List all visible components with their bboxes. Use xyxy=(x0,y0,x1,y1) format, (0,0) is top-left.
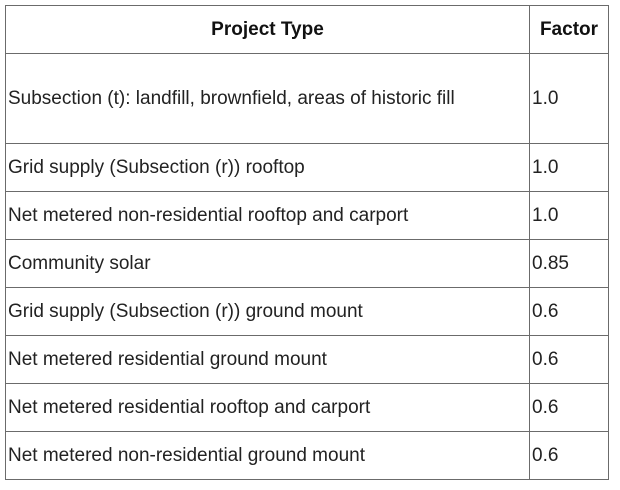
factor-cell: 1.0 xyxy=(529,191,609,240)
table-row: Net metered non-residential ground mount… xyxy=(5,431,609,480)
table-row: Net metered residential rooftop and carp… xyxy=(5,383,609,432)
factor-cell: 0.85 xyxy=(529,239,609,288)
table-header-row: Project Type Factor xyxy=(5,5,609,54)
table-row: Net metered residential ground mount 0.6 xyxy=(5,335,609,384)
project-type-cell: Net metered non-residential rooftop and … xyxy=(5,191,530,240)
project-type-cell: Net metered residential ground mount xyxy=(5,335,530,384)
table-row: Subsection (t): landfill, brownfield, ar… xyxy=(5,53,609,144)
factor-cell: 0.6 xyxy=(529,383,609,432)
factor-cell: 0.6 xyxy=(529,431,609,480)
table-row: Community solar 0.85 xyxy=(5,239,609,288)
project-type-cell: Subsection (t): landfill, brownfield, ar… xyxy=(5,53,530,144)
factor-cell: 1.0 xyxy=(529,143,609,192)
project-type-cell: Grid supply (Subsection (r)) rooftop xyxy=(5,143,530,192)
column-header-factor: Factor xyxy=(529,5,609,54)
project-type-cell: Net metered residential rooftop and carp… xyxy=(5,383,530,432)
factor-cell: 0.6 xyxy=(529,287,609,336)
factor-cell: 1.0 xyxy=(529,53,609,144)
table-row: Net metered non-residential rooftop and … xyxy=(5,191,609,240)
factor-cell: 0.6 xyxy=(529,335,609,384)
project-type-cell: Net metered non-residential ground mount xyxy=(5,431,530,480)
table-row: Grid supply (Subsection (r)) ground moun… xyxy=(5,287,609,336)
project-type-factor-table: Project Type Factor Subsection (t): land… xyxy=(5,5,609,480)
table-row: Grid supply (Subsection (r)) rooftop 1.0 xyxy=(5,143,609,192)
project-type-cell: Grid supply (Subsection (r)) ground moun… xyxy=(5,287,530,336)
project-type-cell: Community solar xyxy=(5,239,530,288)
column-header-project-type: Project Type xyxy=(5,5,530,54)
